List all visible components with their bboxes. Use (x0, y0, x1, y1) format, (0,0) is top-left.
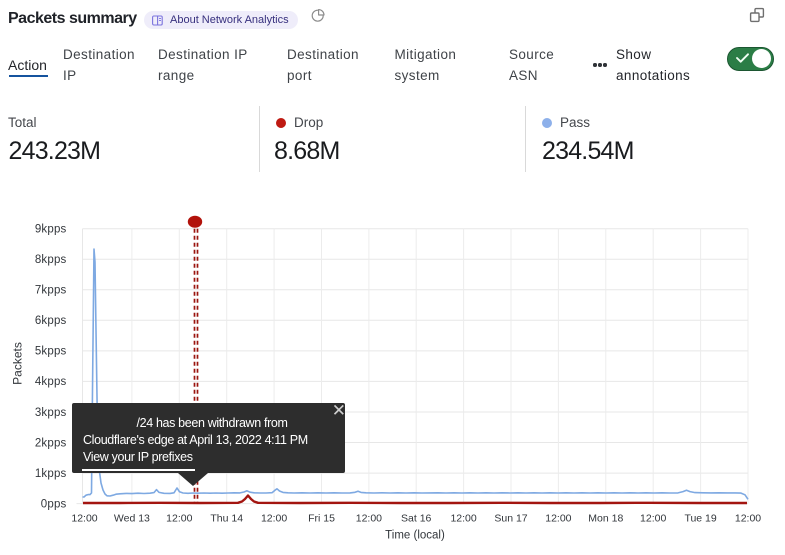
svg-text:12:00: 12:00 (450, 513, 476, 525)
svg-text:9kpps: 9kpps (35, 224, 67, 236)
svg-text:3kpps: 3kpps (35, 407, 67, 419)
svg-text:4kpps: 4kpps (35, 376, 67, 388)
svg-text:12:00: 12:00 (735, 513, 761, 525)
svg-text:Sat 16: Sat 16 (401, 513, 432, 525)
svg-text:8kpps: 8kpps (35, 254, 67, 266)
svg-text:Packets: Packets (11, 342, 25, 385)
svg-text:Wed 13: Wed 13 (114, 513, 150, 525)
svg-text:12:00: 12:00 (71, 513, 97, 525)
svg-text:12:00: 12:00 (545, 513, 571, 525)
svg-text:1kpps: 1kpps (35, 468, 67, 480)
svg-text:12:00: 12:00 (166, 513, 192, 525)
svg-text:Time (local): Time (local) (385, 530, 445, 542)
svg-text:6kpps: 6kpps (35, 315, 67, 327)
svg-text:5kpps: 5kpps (35, 346, 67, 358)
svg-text:Fri 15: Fri 15 (308, 513, 335, 525)
svg-text:2kpps: 2kpps (35, 437, 67, 449)
svg-text:12:00: 12:00 (261, 513, 287, 525)
svg-text:7kpps: 7kpps (35, 285, 67, 297)
svg-text:Mon 18: Mon 18 (588, 513, 623, 525)
svg-text:0pps: 0pps (41, 498, 67, 510)
svg-text:Tue 19: Tue 19 (684, 513, 716, 525)
svg-text:Thu 14: Thu 14 (210, 513, 243, 525)
svg-text:Sun 17: Sun 17 (494, 513, 527, 525)
svg-text:12:00: 12:00 (356, 513, 382, 525)
svg-text:12:00: 12:00 (640, 513, 666, 525)
